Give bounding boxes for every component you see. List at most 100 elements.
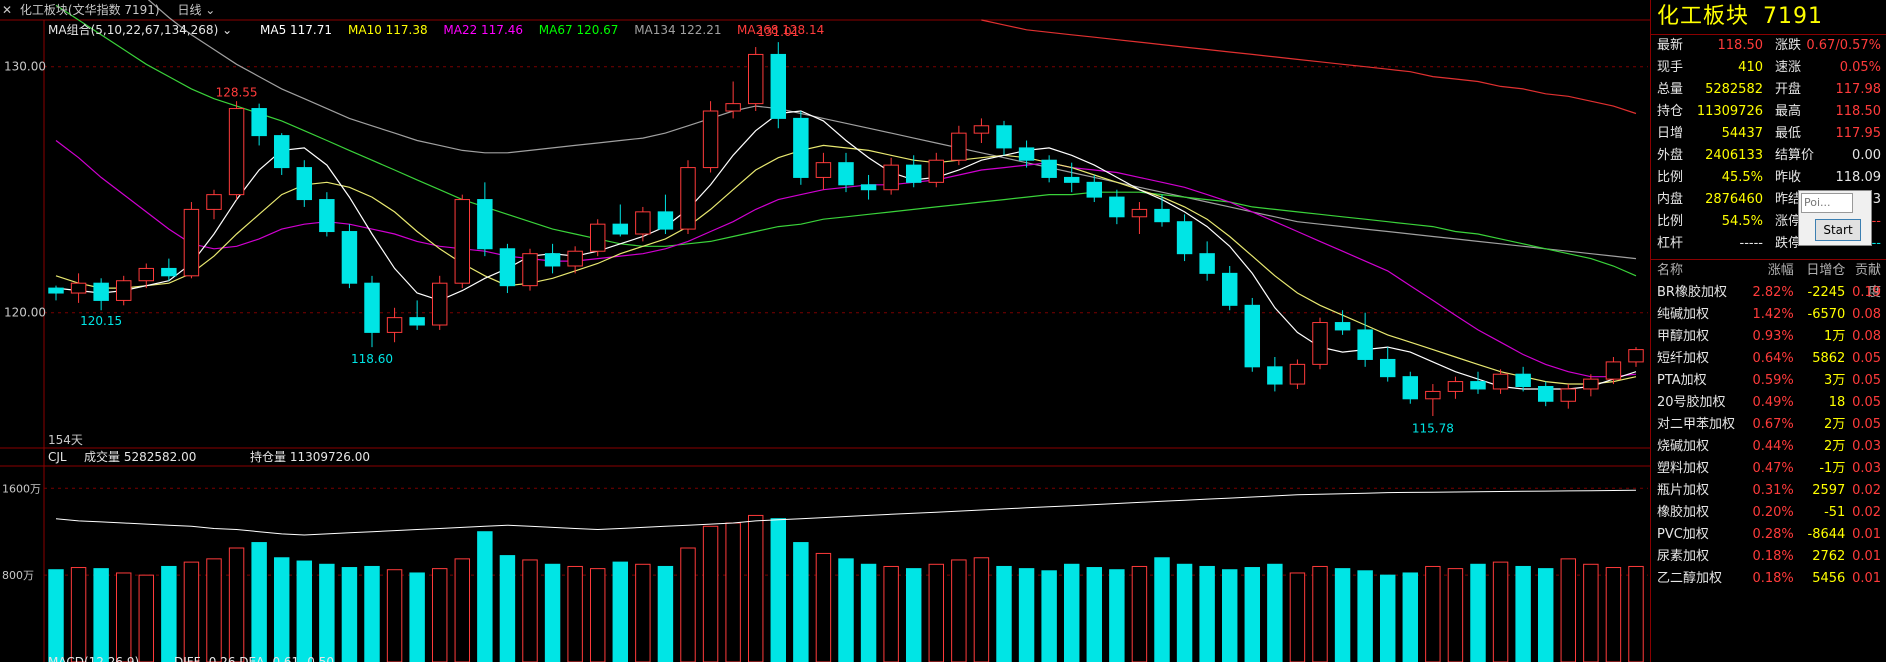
volume-bar [1063, 563, 1080, 662]
list-cell: 对二甲苯加权 [1657, 417, 1736, 432]
candle-body [1267, 366, 1283, 385]
volume-bar [1357, 570, 1373, 662]
list-cell: 20号胶加权 [1657, 395, 1726, 410]
list-cell: -1万 [1819, 461, 1846, 476]
price-annotation: 120.15 [80, 314, 122, 328]
volume-bar [1628, 565, 1644, 662]
quote-label: 持仓 [1657, 104, 1684, 119]
point-input[interactable]: Poi... [1801, 193, 1853, 213]
volume-bar [702, 525, 719, 662]
kline-chart[interactable]: 130.00 120.00 128.55 131.01 120.15 118.60 115.… [0, 0, 1650, 662]
list-header-cell[interactable]: 贡献度 [1855, 263, 1882, 300]
list-cell: 2万 [1824, 417, 1846, 432]
list-item[interactable]: PVC加权 0.28% -8644 0.01 [1651, 524, 1886, 546]
list-item[interactable]: BR橡胶加权 2.82% -2245 0.19 [1651, 282, 1886, 304]
volume-bar [1289, 572, 1306, 662]
volume-bar [183, 561, 200, 662]
volume-bar [1018, 568, 1035, 662]
quote-value: 118.50 [1717, 38, 1764, 53]
list-cell: 0.18% [1752, 571, 1794, 586]
list-cell: 乙二醇加权 [1657, 571, 1723, 586]
list-item[interactable]: 塑料加权 0.47% -1万 0.03 [1651, 458, 1886, 480]
candle-body [1199, 253, 1215, 274]
list-cell: 3万 [1824, 373, 1846, 388]
ma-line-ma67 [55, 4, 1637, 277]
quote-label: 日增 [1657, 126, 1684, 141]
volume-bar [409, 572, 425, 662]
candle-body [996, 125, 1012, 149]
volume-bar [206, 558, 222, 662]
list-cell: 0.59% [1752, 373, 1794, 388]
candle-body [725, 103, 741, 112]
volume-bar [138, 574, 155, 662]
candle-body [1379, 358, 1396, 378]
quote-label: 杠杆 [1657, 236, 1684, 251]
volume-bar [883, 565, 899, 662]
list-cell: 烧碱加权 [1657, 439, 1710, 454]
quote-label: 最高 [1775, 104, 1802, 119]
quote-label: 昨收 [1775, 170, 1802, 185]
quote-value: 410 [1738, 60, 1763, 75]
list-header-cell[interactable]: 涨幅 [1767, 263, 1794, 278]
volume-bar [928, 563, 945, 662]
volume-bar [544, 563, 561, 662]
quote-label: 最低 [1775, 126, 1802, 141]
list-item[interactable]: 短纤加权 0.64% 5862 0.05 [1651, 348, 1886, 370]
volume-bar [1334, 568, 1351, 662]
list-header-cell[interactable]: 名称 [1657, 263, 1684, 278]
list-cell: 短纤加权 [1657, 351, 1710, 366]
volume-bar [1537, 568, 1554, 662]
candle-body [161, 267, 177, 277]
list-item[interactable]: 瓶片加权 0.31% 2597 0.02 [1651, 480, 1886, 502]
quote-label: 比例 [1657, 214, 1684, 229]
candle-body [770, 53, 787, 119]
list-item[interactable]: 纯碱加权 1.42% -6570 0.08 [1651, 304, 1886, 326]
volume-tick-label: 800万 [2, 569, 34, 582]
list-item[interactable]: 对二甲苯加权 0.67% 2万 0.05 [1651, 414, 1886, 436]
list-item[interactable]: 橡胶加权 0.20% -51 0.02 [1651, 502, 1886, 524]
list-item[interactable]: 乙二醇加权 0.18% 5456 0.01 [1651, 568, 1886, 590]
list-cell: 0.01 [1852, 571, 1882, 586]
list-item[interactable]: 烧碱加权 0.44% 2万 0.03 [1651, 436, 1886, 458]
list-cell: 0.67% [1752, 417, 1794, 432]
list-cell: 2597 [1812, 483, 1846, 498]
close-icon[interactable]: ✕ [2, 3, 13, 17]
volume-bar [431, 568, 448, 662]
quote-row: 外盘 2406133 [1651, 145, 1769, 167]
start-button[interactable]: Start [1815, 219, 1861, 241]
candle-body [951, 132, 967, 161]
macd-values: DIFF -0.26 DEA -0.61 -0.50 [174, 655, 334, 662]
candle-body [973, 125, 990, 134]
list-cell: 2.82% [1752, 285, 1794, 300]
volume-bar [499, 555, 516, 662]
list-item[interactable]: 甲醇加权 0.93% 1万 0.08 [1651, 326, 1886, 348]
chevron-down-icon[interactable]: ⌄ [205, 3, 216, 17]
volume-bar [70, 567, 87, 662]
volume-bar [228, 547, 245, 662]
candle-body [1470, 381, 1486, 390]
ma-legend-item: MA22 117.46 [443, 23, 523, 37]
list-cell: 0.44% [1752, 439, 1794, 454]
quote-label: 昨结 [1775, 192, 1802, 207]
volume-bar [341, 567, 358, 662]
period-label[interactable]: 日线 [177, 3, 202, 17]
quote-value: 0.05% [1839, 60, 1881, 75]
list-item[interactable]: PTA加权 0.59% 3万 0.05 [1651, 370, 1886, 392]
quote-row: 比例 45.5% [1651, 167, 1769, 189]
quote-row: 速涨 0.05% [1769, 57, 1886, 79]
volume-bar [1041, 570, 1057, 662]
quote-value: 117.98 [1835, 82, 1882, 97]
list-cell: 0.05 [1852, 351, 1882, 366]
list-item[interactable]: 20号胶加权 0.49% 18 0.05 [1651, 392, 1886, 414]
list-cell: 0.05 [1852, 417, 1882, 432]
candle-body [431, 282, 448, 326]
list-header-cell[interactable]: 日增仓 [1806, 263, 1846, 278]
candle-body [477, 199, 493, 250]
list-cell: 0.49% [1752, 395, 1794, 410]
volume-bar [364, 565, 380, 662]
volume-bar [612, 561, 629, 662]
quote-row: 内盘 2876460 [1651, 189, 1769, 211]
list-item[interactable]: 尿素加权 0.18% 2762 0.01 [1651, 546, 1886, 568]
volume-bar [1583, 563, 1599, 662]
quote-value: 0.67/0.57% [1806, 38, 1881, 53]
